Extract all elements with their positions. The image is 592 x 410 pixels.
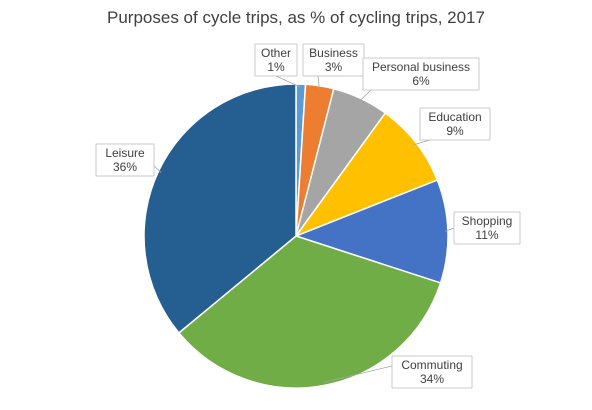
data-label-value: 6% <box>412 74 430 88</box>
data-label-value: 36% <box>113 160 137 174</box>
data-label-box <box>302 43 365 77</box>
data-label-box <box>453 211 521 245</box>
leader-line-shopping <box>444 227 455 232</box>
data-label-value: 11% <box>475 228 498 242</box>
pie-slice-education <box>293 111 439 238</box>
leader-line-leisure <box>153 165 162 173</box>
data-label-box <box>362 57 480 91</box>
data-label-box <box>95 143 155 177</box>
data-label-category: Education <box>428 110 481 124</box>
data-label-category: Other <box>261 46 291 60</box>
data-label-value: 1% <box>267 60 285 74</box>
leader-lines <box>153 75 455 383</box>
data-label-category: Personal business <box>372 60 470 74</box>
data-label-value: 3% <box>325 60 343 74</box>
data-label-box <box>419 107 491 141</box>
data-label-box <box>391 355 473 389</box>
pie-slice-commuting <box>177 235 442 389</box>
chart-title: Purposes of cycle trips, as % of cycling… <box>107 8 485 27</box>
data-label-category: Shopping <box>462 214 513 228</box>
data-label-category: Business <box>309 46 358 60</box>
leader-line-personal-business <box>359 89 372 102</box>
leader-line-business <box>317 75 320 89</box>
pie-slice-leisure <box>143 83 297 334</box>
data-label-category: Commuting <box>401 358 462 372</box>
data-label-category: Leisure <box>105 146 145 160</box>
leader-line-education <box>413 139 431 146</box>
data-label-value: 34% <box>420 372 444 386</box>
data-label-box <box>254 43 298 77</box>
pie-slices <box>143 83 449 389</box>
leader-line-other <box>275 75 301 88</box>
leader-line-commuting <box>323 365 393 383</box>
pie-slice-shopping <box>293 179 449 284</box>
data-label-value: 9% <box>446 124 464 138</box>
